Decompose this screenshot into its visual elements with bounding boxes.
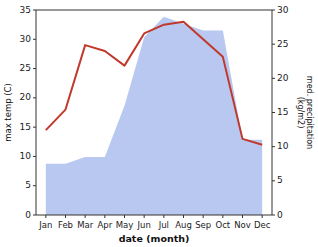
y-tick: [33, 39, 36, 40]
x-tick: [242, 215, 243, 218]
x-tick: [124, 215, 125, 218]
y2-tick-label: 30: [277, 5, 289, 15]
y2-tick-label: 25: [277, 39, 288, 49]
x-tick: [144, 215, 145, 218]
x-tick: [65, 215, 66, 218]
x-tick-label: Jun: [137, 220, 151, 230]
y2-axis-label-line: (kg/m2): [296, 97, 305, 129]
x-axis-label: date (month): [119, 233, 190, 244]
x-axis-line: [36, 215, 272, 216]
y-tick: [33, 127, 36, 128]
y2-tick: [272, 112, 275, 113]
y-tick: [33, 215, 36, 216]
y-tick: [33, 156, 36, 157]
x-tick: [85, 215, 86, 218]
y-tick-label: 0: [25, 210, 31, 220]
y2-tick: [272, 146, 275, 147]
y-tick: [33, 10, 36, 11]
x-tick-label: Oct: [215, 220, 230, 230]
top-line: [36, 10, 272, 11]
precipitation-area: [46, 17, 262, 215]
x-tick: [262, 215, 263, 218]
x-tick: [104, 215, 105, 218]
temperature-line: [46, 22, 262, 145]
x-tick-label: Jul: [158, 220, 169, 230]
x-tick: [163, 215, 164, 218]
y-tick-label: 15: [20, 122, 31, 132]
x-tick-label: Dec: [254, 220, 271, 230]
x-tick: [222, 215, 223, 218]
y2-tick: [272, 10, 275, 11]
y2-tick: [272, 215, 275, 216]
x-tick-label: Aug: [175, 220, 192, 230]
y-tick: [33, 185, 36, 186]
x-tick-label: Jan: [38, 220, 52, 230]
y-axis-label: max temp (C): [3, 83, 13, 142]
x-tick-label: Nov: [234, 220, 251, 230]
x-tick: [203, 215, 204, 218]
y2-tick-label: 5: [277, 175, 283, 185]
y2-tick-label: 10: [277, 141, 289, 151]
x-tick-label: Sep: [195, 220, 211, 230]
y-tick-label: 25: [20, 63, 31, 73]
plot-area: [46, 17, 262, 215]
y-tick-label: 10: [20, 151, 32, 161]
y-tick-label: 35: [20, 5, 31, 15]
y2-tick: [272, 44, 275, 45]
x-tick: [45, 215, 46, 218]
y-tick-label: 5: [25, 180, 31, 190]
x-tick-label: Apr: [97, 220, 112, 230]
y2-tick-label: 15: [277, 107, 288, 117]
chart: 0 5 10 15 20 25 30 35 0 5 10 15 20 25 30 Jan Feb MarApr Ma…: [0, 0, 318, 247]
y-tick-label: 30: [20, 34, 32, 44]
y-tick: [33, 68, 36, 69]
x-tick-label: Feb: [58, 220, 73, 230]
x-tick: [183, 215, 184, 218]
y2-tick: [272, 78, 275, 79]
y-tick: [33, 97, 36, 98]
y2-axis-label: med. precipitation(kg/m2): [296, 76, 314, 149]
y-axis-line: [36, 10, 37, 215]
y2-axis-label-line: med. precipitation: [305, 76, 314, 149]
x-tick-label: Mar: [77, 220, 94, 230]
y2-tick: [272, 180, 275, 181]
y2-tick-label: 20: [277, 73, 289, 83]
y2-tick-label: 0: [277, 210, 283, 220]
y-tick-label: 20: [20, 92, 32, 102]
x-tick-label: May: [116, 220, 134, 230]
